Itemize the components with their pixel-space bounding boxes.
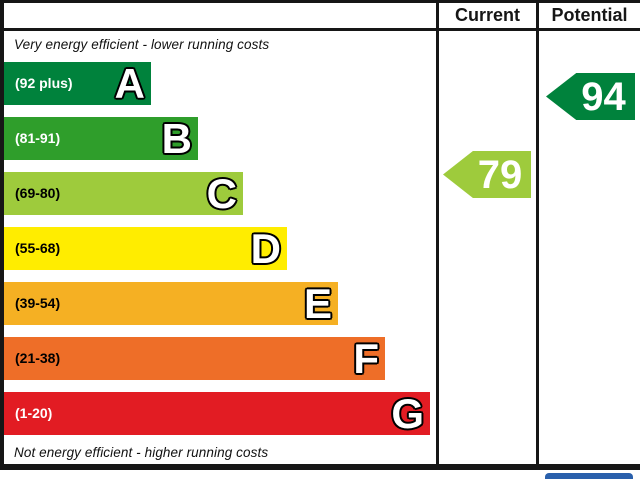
potential-column-divider — [536, 0, 539, 470]
band-d: (55-68) D — [4, 225, 287, 272]
band-b-range-label: (81-91) — [15, 130, 61, 146]
band-a-letter: A — [114, 60, 145, 107]
band-f: (21-38) F — [4, 335, 385, 382]
band-g-range-label: (1-20) — [15, 405, 53, 421]
band-b: (81-91) B — [4, 115, 198, 162]
band-f-range-label: (21-38) — [15, 350, 61, 366]
band-e: (39-54) E — [4, 280, 338, 327]
band-e-letter: E — [303, 280, 332, 327]
band-d-range-label: (55-68) — [15, 240, 61, 256]
top-border — [0, 0, 640, 3]
top-caption: Very energy efficient - lower running co… — [14, 37, 270, 52]
potential-rating-arrow: 94 — [546, 73, 635, 120]
band-c-range-label: (69-80) — [15, 185, 61, 201]
band-c-letter: C — [206, 170, 237, 217]
band-g-letter: G — [391, 390, 424, 437]
band-f-letter: F — [353, 335, 379, 382]
current-rating-arrow: 79 — [443, 151, 531, 198]
band-e-range-label: (39-54) — [15, 295, 61, 311]
left-border — [0, 0, 4, 470]
current-column-header: Current — [454, 5, 520, 25]
potential-column-header: Potential — [551, 5, 628, 25]
current-column-divider — [436, 0, 439, 470]
bottom-border — [0, 464, 640, 470]
band-d-letter: D — [250, 225, 281, 272]
band-g: (1-20) G — [4, 390, 430, 437]
bottom-caption: Not energy efficient - higher running co… — [14, 445, 269, 460]
eu-directive-badge-top-edge — [545, 473, 633, 479]
band-a: (92 plus) A — [4, 60, 151, 107]
header-separator — [0, 28, 640, 31]
band-b-letter: B — [161, 115, 192, 162]
band-a-range-label: (92 plus) — [15, 75, 73, 91]
band-c: (69-80) C — [4, 170, 243, 217]
